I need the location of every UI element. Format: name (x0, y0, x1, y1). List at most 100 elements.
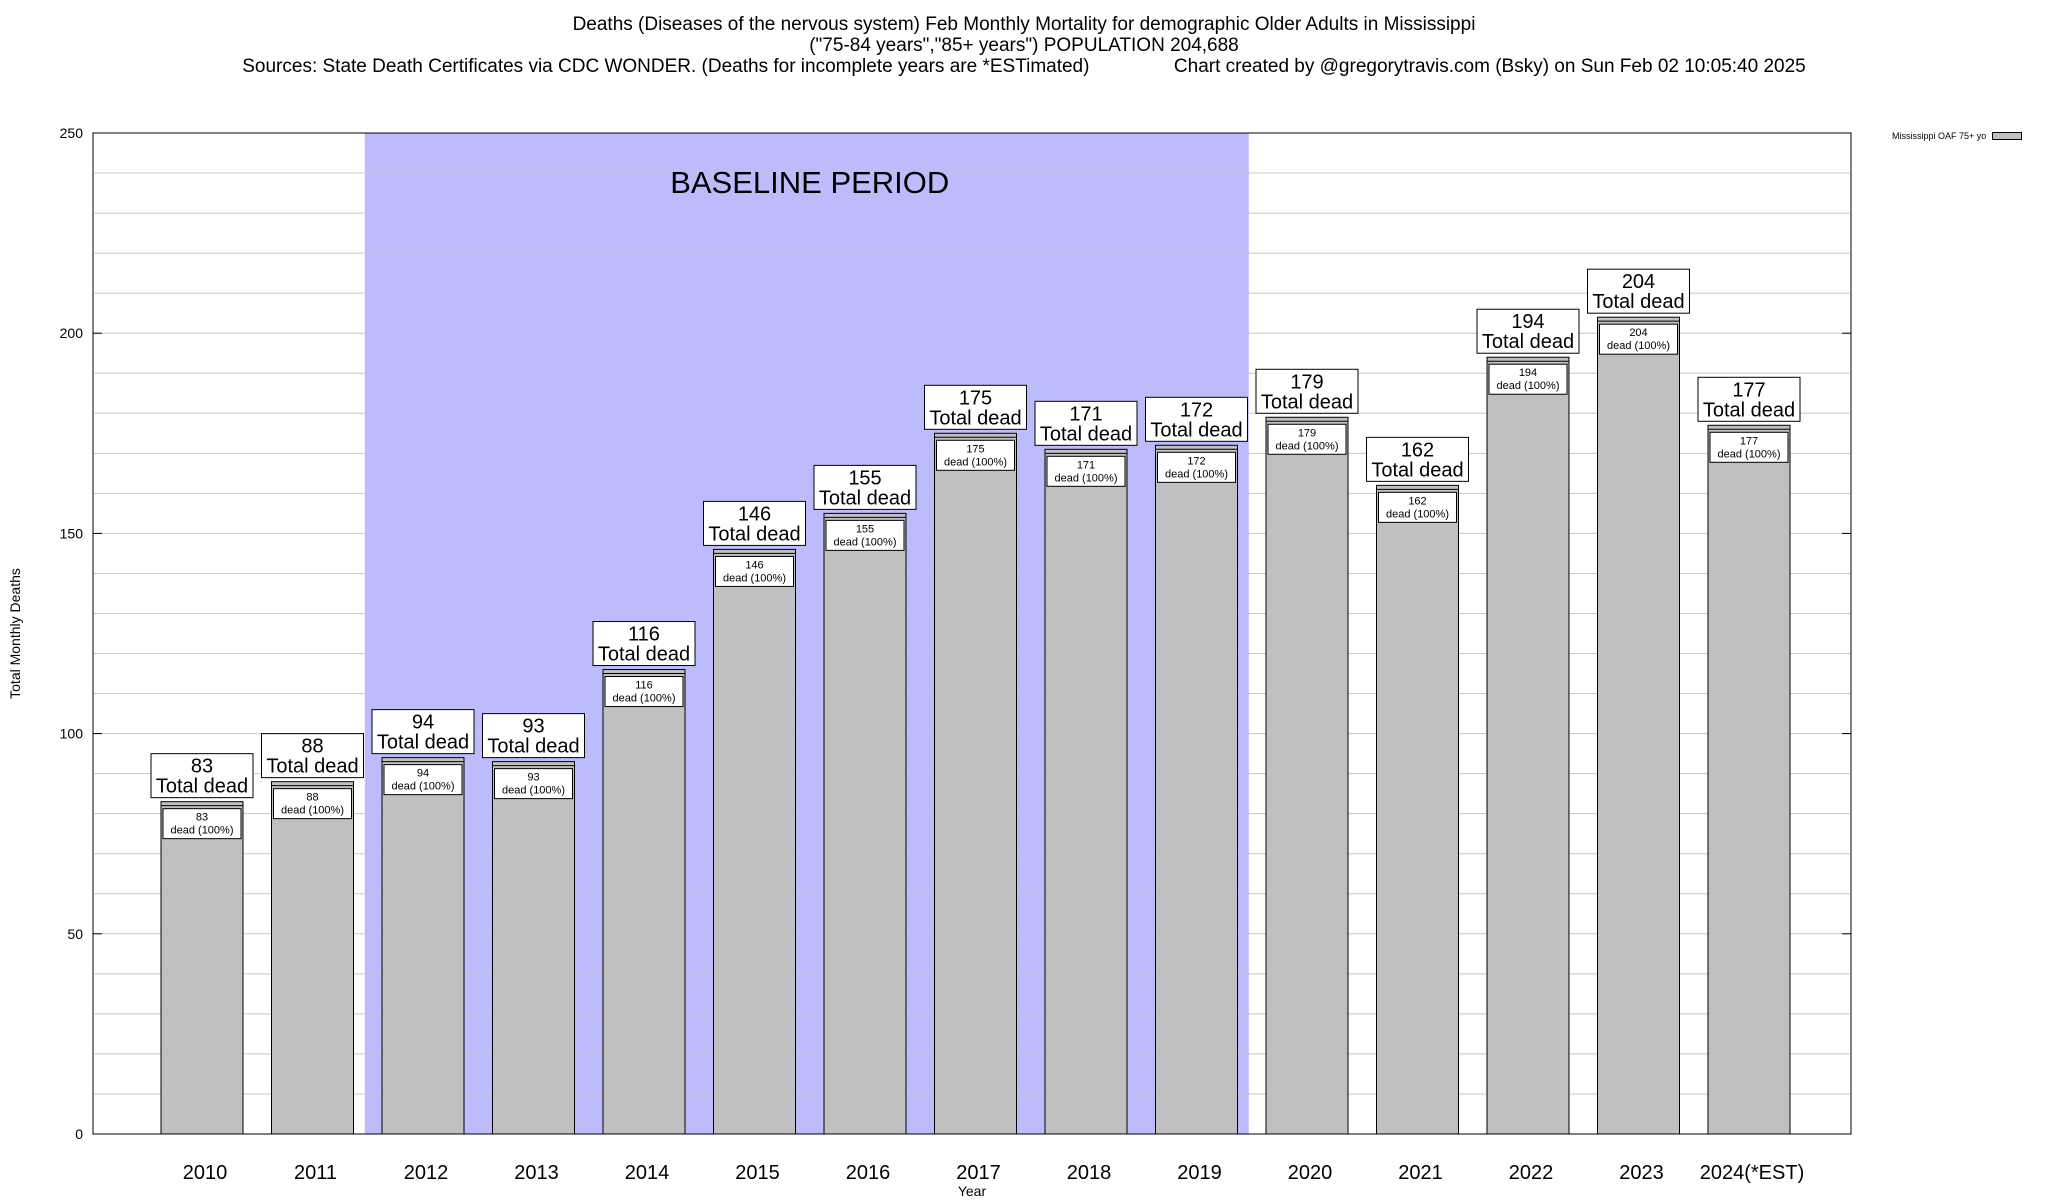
inner-label-box (825, 519, 905, 551)
total-value-label: 172 (1180, 399, 1213, 421)
inner-label-box (494, 768, 573, 800)
inner-value-label: 175 (966, 443, 984, 455)
inner-label-box (936, 439, 1015, 471)
x-tick-label: 2012 (404, 1162, 449, 1184)
bar (1265, 416, 1349, 1135)
total-value-label: 93 (522, 716, 544, 738)
total-text-label: Total dead (156, 776, 248, 798)
bar (1597, 316, 1680, 1135)
total-label-box (813, 464, 917, 510)
total-label-box (1255, 368, 1359, 414)
total-text-label: Total dead (377, 732, 469, 754)
bar (713, 548, 796, 1135)
chart-title-line-1: Deaths (Diseases of the nervous system) … (572, 14, 1476, 35)
total-value-label: 88 (301, 736, 323, 758)
total-label-box (150, 753, 254, 799)
total-text-label: Total dead (266, 756, 358, 778)
x-tick-label: 2018 (1067, 1162, 1112, 1184)
bar (602, 669, 686, 1135)
inner-label-box (1157, 451, 1236, 483)
bar (492, 761, 575, 1135)
total-label-box (371, 709, 475, 755)
x-tick-label: 2022 (1509, 1162, 1554, 1184)
total-value-label: 177 (1732, 379, 1765, 401)
total-label-box (261, 733, 364, 779)
inner-percent-label: dead (100%) (1718, 448, 1781, 460)
inner-percent-label: dead (100%) (1607, 340, 1670, 352)
inner-label-box (1709, 431, 1789, 463)
total-label-box (1145, 396, 1248, 442)
bar (381, 757, 465, 1135)
y-tick-label: 0 (75, 1126, 83, 1142)
inner-value-label: 177 (1740, 435, 1758, 447)
y-tick-label: 100 (60, 726, 84, 742)
inner-percent-label: dead (100%) (171, 825, 234, 837)
y-axis-title: Total Monthly Deaths (7, 568, 23, 699)
y-tick-label: 250 (60, 125, 84, 141)
inner-value-label: 171 (1077, 459, 1095, 471)
total-text-label: Total dead (1482, 331, 1574, 353)
y-tick-label: 150 (60, 525, 84, 541)
inner-percent-label: dead (100%) (944, 456, 1007, 468)
total-label-box (924, 384, 1027, 430)
total-text-label: Total dead (708, 523, 800, 545)
total-value-label: 146 (738, 503, 771, 525)
total-label-box (1034, 400, 1138, 446)
total-text-label: Total dead (1150, 419, 1242, 441)
bar (1376, 484, 1459, 1135)
inner-value-label: 83 (196, 812, 208, 824)
total-text-label: Total dead (487, 736, 579, 758)
inner-value-label: 88 (306, 792, 318, 804)
total-value-label: 162 (1401, 439, 1434, 461)
x-tick-label: 2021 (1398, 1162, 1443, 1184)
inner-value-label: 172 (1187, 455, 1205, 467)
x-axis-title: Year (958, 1183, 987, 1199)
x-tick-label: 2015 (735, 1162, 780, 1184)
legend-label: Mississippi OAF 75+ yo (1892, 131, 1987, 141)
bar (934, 432, 1017, 1135)
total-value-label: 116 (628, 624, 660, 646)
inner-value-label: 93 (527, 772, 539, 784)
inner-percent-label: dead (100%) (723, 572, 786, 584)
inner-value-label: 162 (1408, 495, 1426, 507)
total-value-label: 194 (1511, 311, 1544, 333)
total-text-label: Total dead (1592, 291, 1684, 313)
baseline-period-label: BASELINE PERIOD (670, 165, 949, 200)
inner-percent-label: dead (100%) (281, 805, 344, 817)
x-tick-label: 2013 (514, 1162, 559, 1184)
bar (1155, 444, 1238, 1135)
total-value-label: 175 (959, 387, 992, 409)
total-label-box (1697, 376, 1801, 422)
x-tick-label: 2023 (1619, 1162, 1664, 1184)
bar (1486, 356, 1570, 1135)
total-text-label: Total dead (1261, 391, 1353, 413)
total-label-box (703, 500, 806, 546)
total-value-label: 83 (191, 756, 213, 778)
total-value-label: 94 (412, 712, 434, 734)
inner-label-box (715, 555, 794, 587)
total-text-label: Total dead (819, 487, 911, 509)
inner-label-box (273, 788, 352, 820)
bar (1707, 424, 1791, 1135)
inner-percent-label: dead (100%) (502, 785, 565, 797)
chart-source-line: Sources: State Death Certificates via CD… (242, 56, 1806, 77)
inner-label-box (383, 764, 463, 796)
inner-percent-label: dead (100%) (1386, 508, 1449, 520)
inner-percent-label: dead (100%) (1276, 440, 1339, 452)
x-tick-label: 2016 (846, 1162, 891, 1184)
x-tick-label: 2017 (956, 1162, 1001, 1184)
total-value-label: 155 (848, 467, 881, 489)
x-tick-label: 2024(*EST) (1700, 1162, 1805, 1184)
inner-percent-label: dead (100%) (1165, 468, 1228, 480)
x-tick-label: 2010 (183, 1162, 228, 1184)
inner-label-box (1046, 455, 1126, 487)
legend: Mississippi OAF 75+ yo (1892, 131, 2023, 141)
chart-header: Deaths (Diseases of the nervous system) … (0, 14, 2048, 77)
total-label-box (1587, 268, 1690, 314)
total-label-box (482, 713, 585, 759)
inner-value-label: 94 (417, 768, 429, 780)
total-label-box (592, 621, 696, 667)
bar (160, 801, 244, 1135)
x-tick-label: 2011 (294, 1162, 337, 1184)
bar (1044, 448, 1128, 1135)
